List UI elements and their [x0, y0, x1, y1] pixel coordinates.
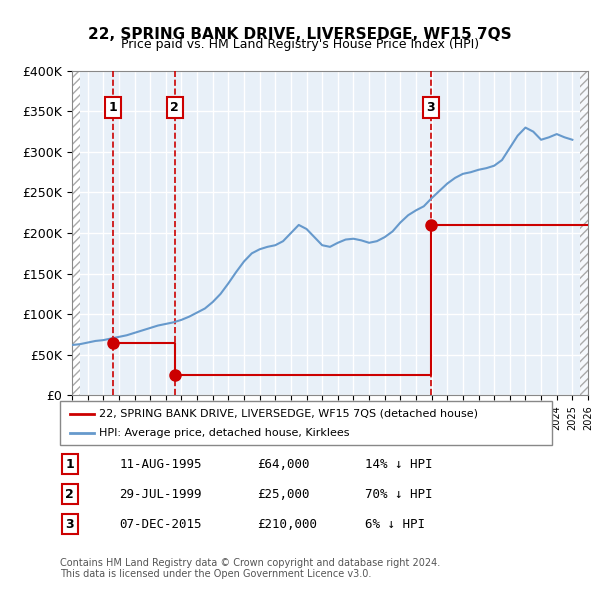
Text: £64,000: £64,000	[257, 458, 310, 471]
Text: Contains HM Land Registry data © Crown copyright and database right 2024.
This d: Contains HM Land Registry data © Crown c…	[60, 558, 440, 579]
Text: 1: 1	[65, 458, 74, 471]
Text: 22, SPRING BANK DRIVE, LIVERSEDGE, WF15 7QS (detached house): 22, SPRING BANK DRIVE, LIVERSEDGE, WF15 …	[100, 409, 478, 418]
Text: 14% ↓ HPI: 14% ↓ HPI	[365, 458, 433, 471]
Text: 1: 1	[109, 101, 117, 114]
Text: Price paid vs. HM Land Registry's House Price Index (HPI): Price paid vs. HM Land Registry's House …	[121, 38, 479, 51]
Text: 3: 3	[426, 101, 435, 114]
Text: 70% ↓ HPI: 70% ↓ HPI	[365, 487, 433, 501]
Text: 6% ↓ HPI: 6% ↓ HPI	[365, 517, 425, 530]
Text: 2: 2	[170, 101, 179, 114]
Text: 3: 3	[65, 517, 74, 530]
Text: 07-DEC-2015: 07-DEC-2015	[119, 517, 202, 530]
Text: 29-JUL-1999: 29-JUL-1999	[119, 487, 202, 501]
Bar	[72, 71, 80, 395]
FancyBboxPatch shape	[60, 401, 552, 445]
Text: 2: 2	[65, 487, 74, 501]
Text: £25,000: £25,000	[257, 487, 310, 501]
Text: 22, SPRING BANK DRIVE, LIVERSEDGE, WF15 7QS: 22, SPRING BANK DRIVE, LIVERSEDGE, WF15 …	[88, 27, 512, 41]
Text: £210,000: £210,000	[257, 517, 317, 530]
Text: 11-AUG-1995: 11-AUG-1995	[119, 458, 202, 471]
Text: HPI: Average price, detached house, Kirklees: HPI: Average price, detached house, Kirk…	[100, 428, 350, 438]
